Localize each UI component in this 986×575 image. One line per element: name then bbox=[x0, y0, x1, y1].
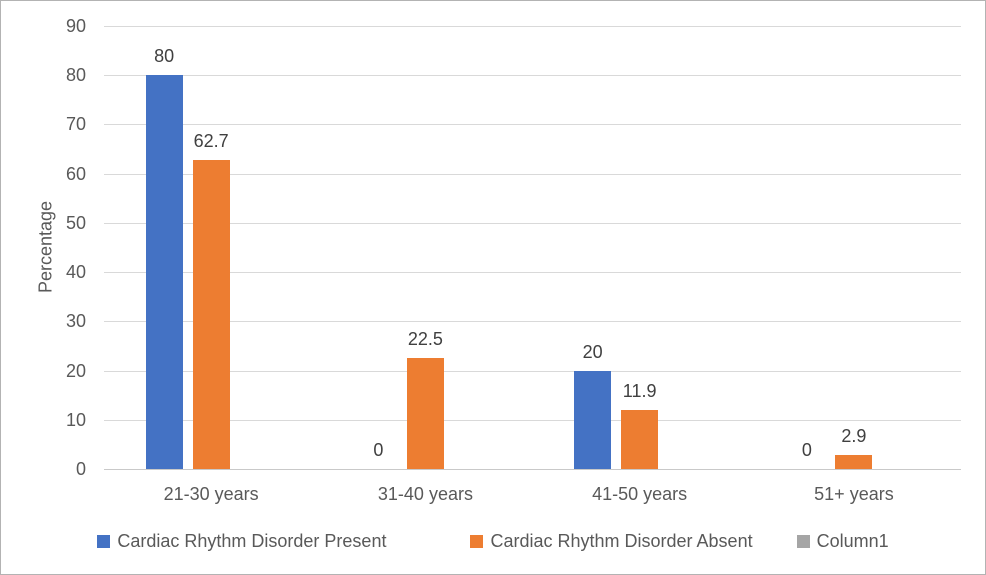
bar-slot: 20 bbox=[574, 342, 612, 469]
data-label: 22.5 bbox=[407, 329, 443, 350]
gridline bbox=[104, 469, 961, 470]
legend-item: Cardiac Rhythm Disorder Absent bbox=[470, 531, 753, 552]
bar bbox=[835, 454, 873, 469]
data-label: 2.9 bbox=[841, 425, 867, 446]
gridline bbox=[104, 370, 961, 372]
bar bbox=[621, 410, 659, 469]
plot-area: 80 62.7 0 22.5 20 11.9 0 2.9 bbox=[104, 26, 961, 470]
gridline bbox=[104, 419, 961, 421]
bar-slot: 80 bbox=[145, 46, 183, 469]
data-label: 20 bbox=[582, 341, 603, 362]
y-tick-label: 60 bbox=[65, 163, 86, 184]
legend-swatch-icon bbox=[470, 535, 484, 548]
gridline bbox=[104, 75, 961, 77]
bar bbox=[406, 358, 444, 469]
y-tick-label: 80 bbox=[65, 65, 86, 86]
data-label: 0 bbox=[373, 440, 384, 460]
x-category-label: 31-40 years bbox=[377, 484, 473, 504]
category-group: 80 62.7 bbox=[104, 26, 318, 469]
category-group: 0 2.9 bbox=[747, 26, 961, 469]
data-label: 0 bbox=[801, 440, 812, 460]
x-category-label: 21-30 years bbox=[163, 484, 259, 504]
x-category-label: 41-50 years bbox=[592, 484, 688, 504]
y-tick-label: 0 bbox=[75, 459, 86, 479]
gridline bbox=[104, 321, 961, 323]
legend-swatch-icon bbox=[796, 535, 810, 548]
bar-slot: 22.5 bbox=[406, 329, 444, 469]
bar-slot: 2.9 bbox=[835, 426, 873, 469]
legend-item: Cardiac Rhythm Disorder Present bbox=[97, 531, 386, 552]
legend-label: Column1 bbox=[816, 531, 889, 551]
y-tick-label: 40 bbox=[65, 262, 86, 283]
bar-slot: 11.9 bbox=[621, 381, 659, 469]
data-label: 80 bbox=[154, 46, 175, 67]
legend-label: Cardiac Rhythm Disorder Absent bbox=[490, 531, 753, 551]
legend-swatch-icon bbox=[97, 535, 111, 548]
legend-label: Cardiac Rhythm Disorder Present bbox=[117, 531, 387, 551]
bar bbox=[574, 370, 612, 469]
category-group: 0 22.5 bbox=[318, 26, 532, 469]
gridline bbox=[104, 124, 961, 126]
y-tick-label: 70 bbox=[65, 114, 86, 135]
bar bbox=[192, 160, 230, 469]
y-tick-label: 30 bbox=[65, 311, 86, 332]
gridline bbox=[104, 272, 961, 274]
bar bbox=[145, 75, 183, 469]
y-tick-label: 10 bbox=[65, 409, 86, 430]
y-tick-label: 20 bbox=[65, 360, 86, 381]
data-label: 11.9 bbox=[622, 381, 657, 402]
y-tick-label: 50 bbox=[65, 212, 86, 233]
gridline bbox=[104, 26, 961, 27]
chart-legend: Cardiac Rhythm Disorder Present Cardiac R… bbox=[1, 531, 985, 552]
gridline bbox=[104, 173, 961, 175]
category-group: 20 11.9 bbox=[533, 26, 747, 469]
gridline bbox=[104, 222, 961, 224]
y-tick-label: 90 bbox=[65, 16, 86, 36]
x-category-label: 51+ years bbox=[814, 484, 894, 504]
legend-item: Column1 bbox=[796, 531, 889, 552]
bar-slot: 62.7 bbox=[192, 131, 230, 469]
data-label: 62.7 bbox=[193, 131, 229, 152]
